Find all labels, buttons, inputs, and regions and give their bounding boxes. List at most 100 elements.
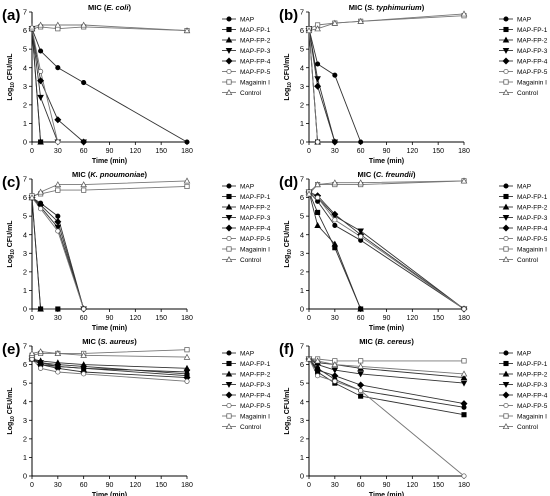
legend-label: Magainin I [517,414,547,421]
panel-label: (b) [279,7,298,24]
data-point [55,187,61,193]
x-tick-label: 0 [307,482,311,489]
legend-label: MAP-FP-1 [517,361,548,368]
data-point [54,116,62,124]
data-point [315,373,321,379]
chart-title-prefix: MIC ( [349,3,368,12]
y-tick-label: 0 [23,472,27,481]
series-line-4 [308,191,465,310]
legend-label: MAP-FP-5 [240,69,271,76]
x-tick-label: 120 [406,482,418,489]
x-tick-label: 120 [406,315,418,322]
series-line-6 [31,197,85,310]
legend-label: MAP-FP-2 [240,38,271,45]
legend-marker [503,235,509,242]
legend-label: MAP-FP-3 [517,382,548,389]
y-tick-label: 4 [23,63,27,72]
chart-title-species: B. cereus [378,337,412,346]
x-tick-label: 0 [307,148,311,155]
legend-marker [503,350,509,356]
data-point [315,195,321,201]
data-point [461,358,467,364]
series-line-2 [308,358,465,416]
legend-label: Magainin I [240,247,270,254]
panel-label: (d) [279,174,298,191]
x-tick-label: 90 [106,482,114,489]
legend-label: MAP-FP-4 [517,393,548,400]
legend-label: Magainin I [240,414,270,421]
chart-panel-4: (d) MIC (C. freundii) 0 1 2 3 4 5 6 7 0 30 60 90 120 15… [279,170,548,332]
data-point [81,371,87,377]
y-tick-label: 3 [23,249,27,258]
data-point [80,138,88,146]
legend-marker [502,36,510,43]
legend-label: Control [517,257,539,264]
x-tick-label: 60 [80,148,88,155]
series-line-1 [31,28,188,143]
data-point [332,217,338,223]
y-tick-label: 6 [23,360,27,369]
legend-marker [503,360,509,367]
y-axis-label-unit: CFU/mL [7,220,14,250]
y-axis-label-sub: 10 [10,82,16,88]
data-point [358,234,364,240]
legend-marker [226,26,232,33]
series-line-4 [31,28,84,143]
legend-marker [503,246,509,252]
x-tick-label: 180 [181,148,193,155]
legend-marker [503,79,509,85]
legend-marker [503,16,509,22]
data-point [54,350,62,356]
legend-label: MAP-FP-5 [240,403,271,410]
data-point [460,400,468,408]
legend-marker [226,16,232,22]
y-tick-label: 5 [300,212,304,221]
x-axis-label: Time (min) [369,492,404,496]
legend-marker [502,391,510,399]
data-point [461,473,467,479]
y-tick-label: 2 [300,100,304,109]
data-point [331,179,339,186]
data-point [37,138,44,145]
data-point [332,378,338,384]
legend-label: Control [517,90,539,97]
data-point [55,213,61,219]
y-axis-label-log: Log [7,255,14,268]
panel-label: (f) [279,341,294,358]
chart-title-suffix: ) [411,337,414,346]
data-point [38,68,44,74]
data-point [183,369,191,376]
data-point [80,351,87,358]
legend-marker [503,413,509,419]
legend-label: MAP [240,17,254,24]
legend-marker [226,413,232,419]
legend-marker [503,68,509,75]
data-point [54,181,62,188]
legend-label: Control [240,90,262,97]
data-point [315,209,321,215]
legend-label: MAP-FP-4 [517,59,548,66]
data-point [305,27,313,34]
data-point [183,27,191,34]
y-tick-label: 6 [300,360,304,369]
x-axis-label: Time (min) [92,158,127,165]
chart-title: MIC (B. cereus) [359,337,414,346]
series-line-6 [308,28,319,143]
data-point [81,306,87,312]
data-point [357,363,364,369]
series-line-3 [31,28,42,143]
y-tick-label: 0 [23,138,27,147]
legend-marker [225,47,233,54]
y-tick-label: 2 [23,434,27,443]
legend-marker [503,402,509,409]
data-point [461,306,467,312]
data-point [460,177,468,184]
chart-title-prefix: MIC ( [82,337,101,346]
y-axis-label-sub: 10 [287,249,293,255]
legend-marker [225,224,233,232]
y-tick-label: 5 [23,379,27,388]
data-point [357,179,364,186]
legend-label: MAP-FP-2 [240,205,271,212]
data-point [37,188,44,195]
x-tick-label: 90 [383,315,391,322]
